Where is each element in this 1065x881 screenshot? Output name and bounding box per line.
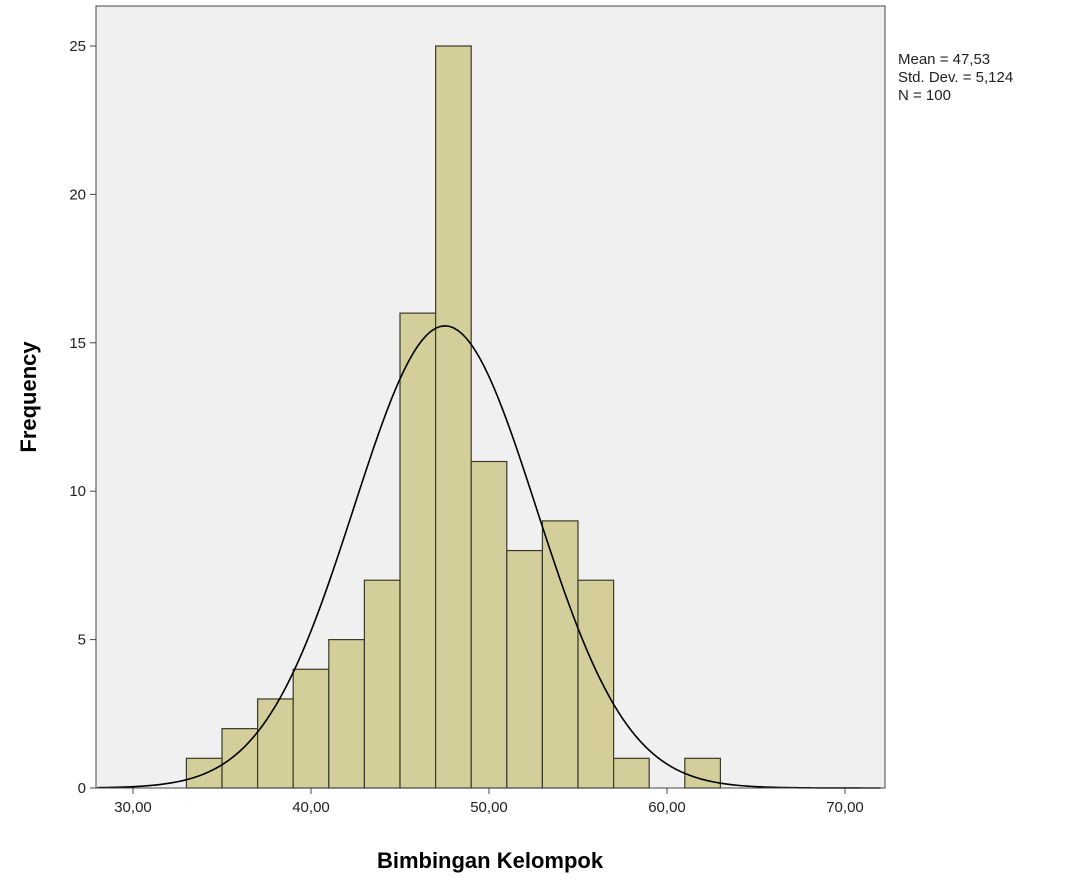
y-axis-title: Frequency	[16, 341, 41, 453]
y-tick-label: 20	[69, 186, 86, 203]
histogram-bar	[577, 579, 615, 789]
stats-legend: Mean = 47,53 Std. Dev. = 5,124 N = 100	[898, 51, 1013, 104]
histogram-bar	[292, 668, 330, 789]
normal-curve	[97, 325, 881, 789]
histogram-bar	[506, 549, 543, 789]
histogram-bar	[612, 757, 650, 789]
x-axis: 30,00 40,00 50,00 60,00 70,00	[114, 788, 864, 816]
stats-n: N = 100	[898, 87, 951, 104]
histogram-bar	[257, 698, 294, 789]
x-tick-label: 30,00	[114, 799, 152, 816]
y-tick-label: 5	[78, 632, 86, 649]
histogram-bar	[541, 520, 579, 789]
histogram-bar	[328, 638, 365, 789]
y-axis: 0 5 10 15 20 25	[69, 38, 96, 797]
y-tick-label: 10	[69, 483, 86, 500]
histogram-bar	[470, 460, 508, 789]
stats-std-dev: Std. Dev. = 5,124	[898, 69, 1013, 86]
histogram-bar	[435, 45, 472, 789]
plot-border	[95, 5, 886, 789]
histogram-bar	[684, 757, 721, 789]
stats-mean: Mean = 47,53	[898, 51, 990, 68]
x-axis-title: Bimbingan Kelompok	[377, 848, 604, 873]
y-tick-label: 15	[69, 335, 86, 352]
x-tick-label: 50,00	[470, 799, 508, 816]
y-tick-label: 0	[78, 780, 86, 797]
histogram-bar	[363, 579, 401, 789]
x-tick-label: 40,00	[292, 799, 330, 816]
y-tick-label: 25	[69, 38, 86, 55]
histogram-bars	[185, 45, 721, 789]
x-tick-label: 60,00	[648, 799, 686, 816]
x-tick-label: 70,00	[826, 799, 864, 816]
histogram-bar	[399, 312, 437, 789]
